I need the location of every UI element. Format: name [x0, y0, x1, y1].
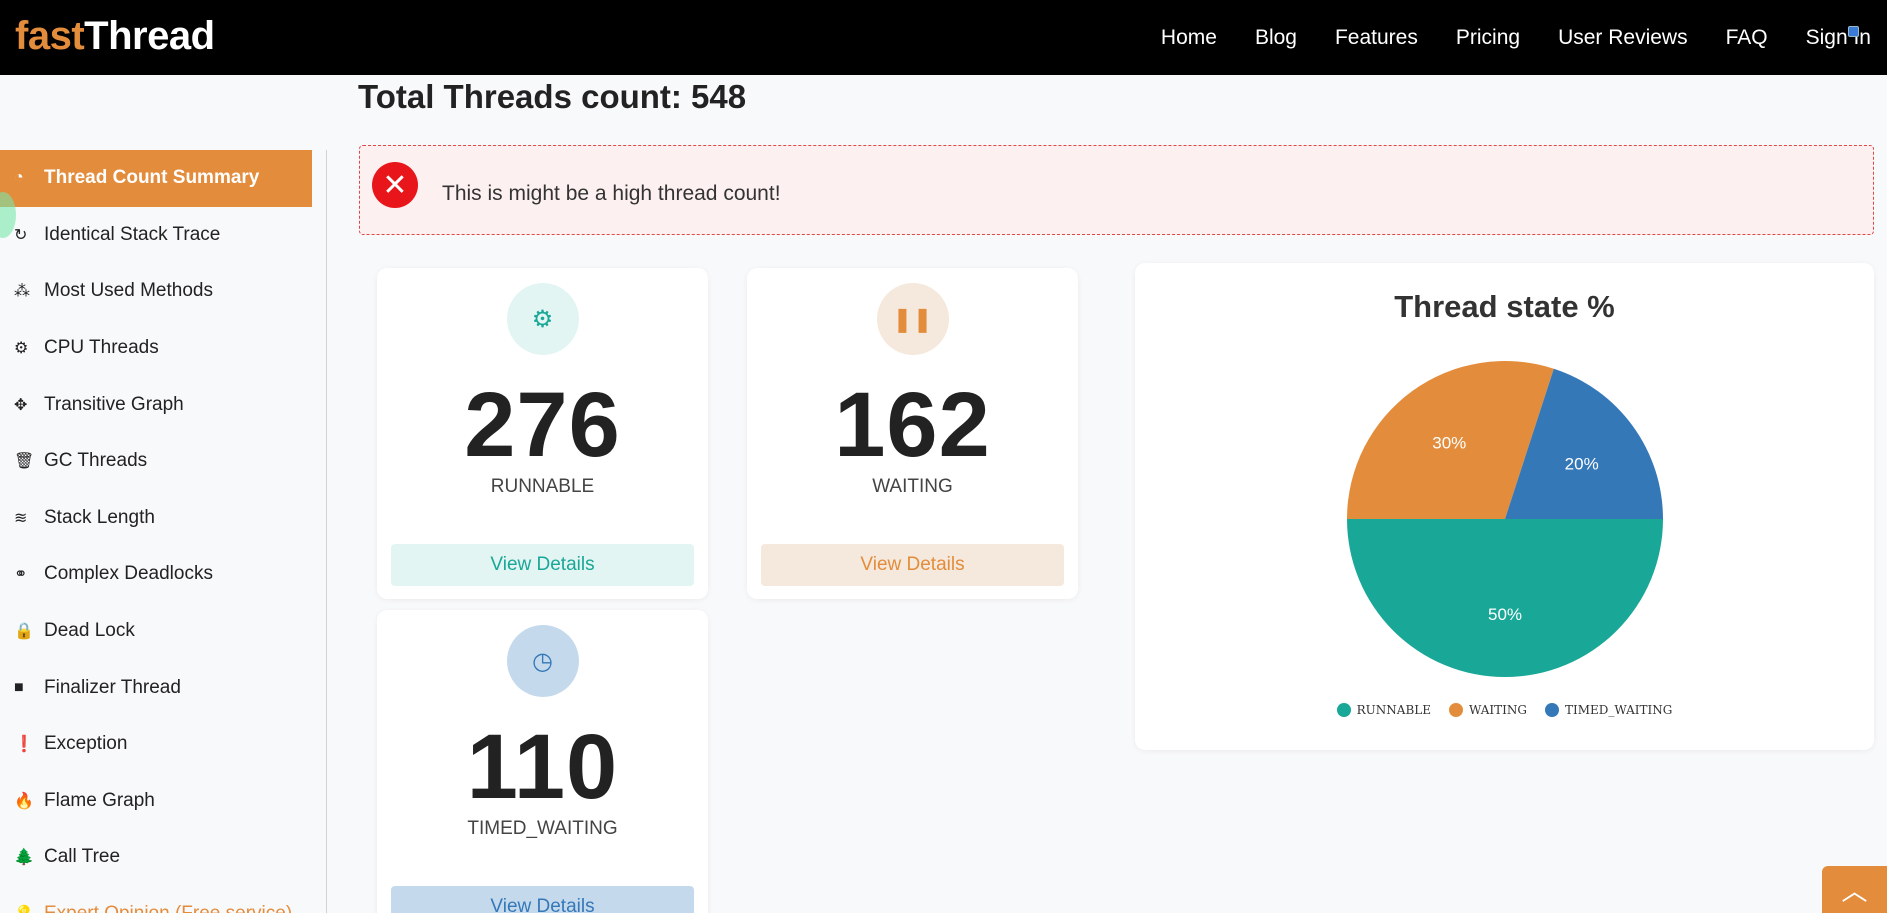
legend-item-runnable[interactable]: RUNNABLE — [1336, 703, 1431, 717]
sidebar-item-thread-count-summary[interactable]: ◔ Thread Count Summary — [0, 150, 312, 207]
sidebar-item-stack-length[interactable]: ≋ Stack Length — [0, 490, 312, 547]
sidebar-item-label: Flame Graph — [44, 789, 155, 811]
fire-icon: 🔥 — [14, 792, 34, 810]
legend-swatch — [1449, 703, 1463, 717]
chart-legend: RUNNABLE WAITING TIMED_WAITING — [1135, 703, 1874, 717]
sidebar-item-complex-deadlocks[interactable]: ⚭ Complex Deadlocks — [0, 546, 312, 603]
sidebar-item-expert-opinion-free-service[interactable]: 💡Expert Opinion (Free service) — [0, 886, 312, 913]
runnable-view-details-button[interactable]: View Details — [391, 544, 694, 586]
nav-faq[interactable]: FAQ — [1725, 25, 1768, 49]
extension-icon — [1848, 26, 1859, 37]
stack-icon: ≋ — [14, 509, 28, 527]
pause-icon: ❚❚ — [876, 283, 949, 355]
nav-home[interactable]: Home — [1160, 25, 1217, 49]
stop-icon: ■ — [14, 678, 24, 696]
sidebar-item-most-used-methods[interactable]: ⁂ Most Used Methods — [0, 263, 312, 320]
timed-waiting-view-details-button[interactable]: View Details — [391, 886, 694, 913]
sidebar-item-label: GC Threads — [44, 450, 148, 472]
sidebar-item-label: Stack Length — [44, 506, 155, 528]
sidebar-item-finalizer-thread[interactable]: ■ Finalizer Thread — [0, 659, 312, 716]
main-nav: Home Blog Features Pricing User Reviews … — [1161, 0, 1871, 75]
gear-icon: ⚙ — [506, 283, 579, 355]
sidebar-item-label: Expert Opinion (Free service) — [44, 903, 292, 913]
sidebar-divider — [326, 150, 327, 913]
sidebar-item-identical-stack-trace[interactable]: ↻ Identical Stack Trace — [0, 207, 312, 264]
nav-user-reviews[interactable]: User Reviews — [1558, 25, 1688, 49]
runnable-card: ⚙ 276 RUNNABLE View Details — [377, 268, 708, 599]
sidebar-item-label: Dead Lock — [44, 620, 135, 642]
pie-data-label: 30% — [1432, 433, 1466, 452]
sidebar-item-label: Thread Count Summary — [44, 167, 260, 189]
timed-waiting-card: ◷ 110 TIMED_WAITING View Details — [377, 610, 708, 913]
pie-slice-timed-waiting[interactable] — [1505, 368, 1663, 519]
waiting-count: 162 — [834, 374, 991, 476]
nav-features[interactable]: Features — [1334, 25, 1418, 49]
timed-waiting-label: TIMED_WAITING — [467, 818, 618, 839]
sidebar-item-exception[interactable]: ❗ Exception — [0, 716, 312, 773]
sidebar-item-label: CPU Threads — [44, 337, 159, 359]
sidebar-item-flame-graph[interactable]: 🔥 Flame Graph — [0, 773, 312, 830]
exclamation-circle-icon: ❗ — [14, 736, 34, 754]
lightbulb-icon: 💡 — [14, 904, 44, 913]
link-icon: ⚭ — [14, 566, 28, 584]
thread-state-chart-card: Thread state % 50% 30% 20% RUNNABLE WAITING… — [1135, 263, 1874, 750]
cursor-highlight — [0, 192, 16, 238]
thread-state-pie-chart: 50% 30% 20% — [1347, 361, 1663, 677]
scroll-to-top-button[interactable]: ︿ — [1822, 866, 1887, 913]
nav-sign-in[interactable]: Sign In — [1805, 25, 1871, 49]
brand-part-fast: fast — [15, 14, 85, 58]
legend-item-timed-waiting[interactable]: TIMED_WAITING — [1544, 703, 1673, 717]
runnable-count: 276 — [464, 374, 621, 476]
lock-icon: 🔒 — [14, 623, 34, 641]
pie-slice-waiting[interactable] — [1347, 361, 1554, 519]
pie-data-label: 50% — [1488, 605, 1522, 624]
sidebar-item-call-tree[interactable]: 🌲 Call Tree — [0, 829, 312, 886]
chart-title: Thread state % — [1394, 289, 1615, 324]
nav-blog[interactable]: Blog — [1254, 25, 1297, 49]
waiting-card: ❚❚ 162 WAITING View Details — [747, 268, 1078, 599]
waiting-view-details-button[interactable]: View Details — [761, 544, 1064, 586]
sidebar-item-label: Identical Stack Trace — [44, 223, 221, 245]
pie-slice-runnable[interactable] — [1347, 519, 1663, 677]
sidebar-item-gc-threads[interactable]: 🗑 GC Threads — [0, 433, 312, 490]
brand-logo[interactable]: fastThread — [15, 14, 215, 59]
trash-icon: 🗑 — [14, 453, 35, 471]
sidebar-item-label: Transitive Graph — [44, 393, 184, 415]
timed-waiting-count: 110 — [466, 716, 619, 818]
top-navbar: fastThread Home Blog Features Pricing Us… — [0, 0, 1887, 75]
sidebar-item-label: Call Tree — [44, 846, 121, 868]
pie-data-label: 20% — [1565, 454, 1599, 473]
cogs-icon: ⚙ — [14, 340, 29, 358]
sidebar-item-transitive-graph[interactable]: ✥ Transitive Graph — [0, 376, 312, 433]
cubes-icon: ⁂ — [14, 283, 30, 301]
sidebar: ◔ Thread Count Summary ↻ Identical Stack Tr… — [0, 150, 312, 913]
error-x-icon: ✕ — [372, 162, 418, 208]
clock-icon: ◷ — [506, 625, 579, 697]
legend-item-waiting[interactable]: WAITING — [1449, 703, 1527, 717]
tree-icon: 🌲 — [14, 849, 34, 867]
nav-pricing[interactable]: Pricing — [1455, 25, 1521, 49]
sidebar-item-dead-lock[interactable]: 🔒 Dead Lock — [0, 603, 312, 660]
chevron-up-icon: ︿ — [1841, 876, 1868, 906]
refresh-icon: ↻ — [14, 226, 28, 244]
legend-label: WAITING — [1469, 703, 1527, 717]
runnable-label: RUNNABLE — [490, 476, 595, 497]
sidebar-item-label: Complex Deadlocks — [44, 563, 213, 585]
sidebar-item-label: Exception — [44, 733, 128, 755]
sidebar-item-label: Most Used Methods — [44, 280, 213, 302]
sidebar-item-cpu-threads[interactable]: ⚙ CPU Threads — [0, 320, 312, 377]
legend-label: TIMED_WAITING — [1564, 703, 1673, 717]
brand-part-thread: Thread — [84, 14, 215, 58]
legend-swatch — [1544, 703, 1559, 717]
sidebar-item-label: Finalizer Thread — [44, 676, 181, 698]
dashboard-icon: ◔ — [14, 169, 24, 187]
crosshairs-icon: ✥ — [14, 396, 28, 414]
legend-swatch — [1336, 703, 1351, 717]
alert-message: This is might be a high thread count! — [442, 182, 781, 205]
page-title: Total Threads count: 548 — [358, 78, 747, 115]
high-thread-alert: ✕ This is might be a high thread count! — [359, 145, 1874, 235]
waiting-label: WAITING — [872, 476, 953, 497]
legend-label: RUNNABLE — [1356, 703, 1431, 717]
